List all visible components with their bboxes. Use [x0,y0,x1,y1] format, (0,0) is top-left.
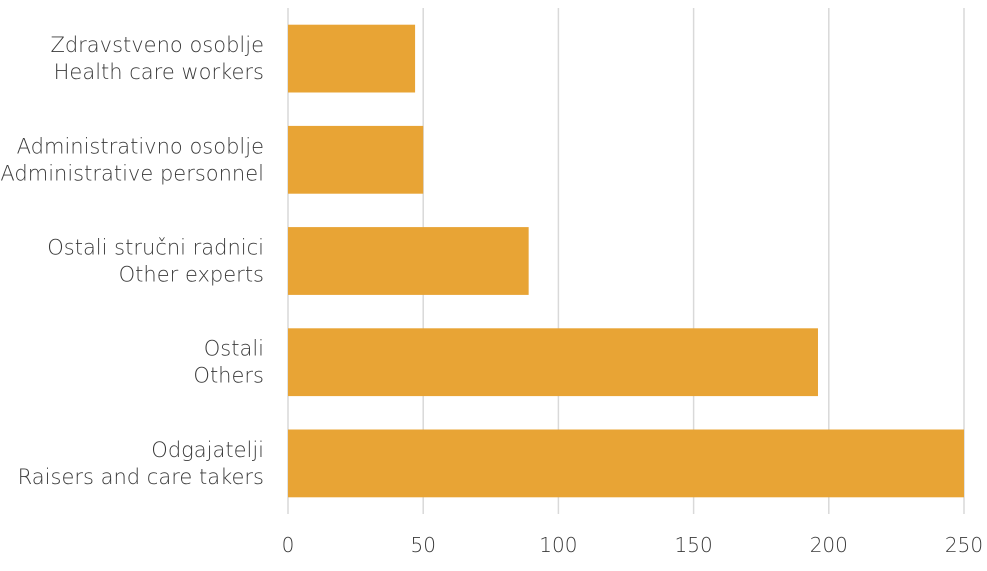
category-labels: Zdravstveno osoblje Health care workers Ad… [0,33,264,489]
x-tick-label: 150 [675,533,713,557]
x-tick-label: 200 [810,533,848,557]
x-tick-label: 250 [945,533,983,557]
category-label: Other experts [119,263,264,287]
bar [288,429,964,498]
category-label: Administrative personnel [0,161,264,185]
category-label: Ostali [204,337,264,361]
category-label: Raisers and care takers [18,465,264,489]
bar [288,328,818,397]
category-label: Zdravstveno osoblje [50,33,264,57]
x-tick-label: 0 [282,533,295,557]
category-label: Health care workers [54,60,264,84]
x-axis-tick-labels: 0 50 100 150 200 250 [282,533,983,557]
category-label: Odgajatelji [151,438,264,462]
bar [288,125,424,194]
bars [288,24,964,498]
bar [288,24,416,93]
category-label: Others [193,364,264,388]
x-tick-label: 100 [539,533,577,557]
x-tick-label: 50 [410,533,435,557]
category-label: Administrativno osoblje [17,134,264,158]
category-label: Ostali stručni radnici [47,236,264,260]
bar [288,227,529,295]
